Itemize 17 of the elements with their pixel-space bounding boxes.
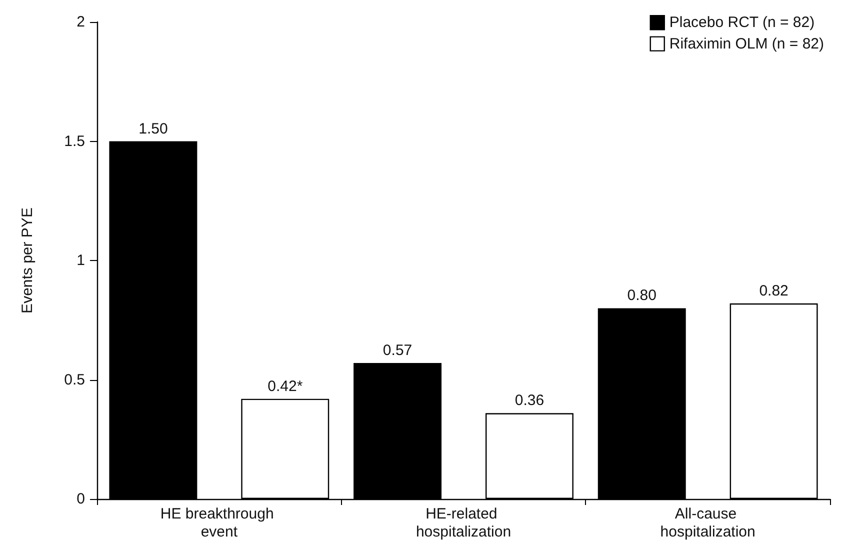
legend-label: Rifaximin OLM (n = 82) [669, 35, 824, 52]
data-label: 0.82 [759, 282, 788, 300]
x-tick-label: All-cause hospitalization [660, 506, 756, 540]
legend-label: Placebo RCT (n = 82) [669, 14, 815, 32]
x-tick-label: HE breakthrough event [160, 506, 278, 540]
y-tick-label: 2 [76, 14, 85, 30]
y-tick-label: 1 [76, 252, 85, 269]
data-label: 0.80 [627, 287, 656, 304]
data-label: 0.57 [382, 342, 412, 360]
y-tick-label: 0 [76, 490, 85, 508]
x-tick-label: HE-related hospitalization [416, 506, 512, 540]
y-tick-label: 1.5 [64, 132, 85, 150]
data-label: 0.42* [268, 378, 303, 395]
data-label: 0.36 [514, 392, 544, 410]
data-label: 1.50 [138, 120, 168, 138]
y-tick-label: 0.5 [64, 371, 85, 388]
y-axis-title: Events per PYE [19, 208, 36, 314]
